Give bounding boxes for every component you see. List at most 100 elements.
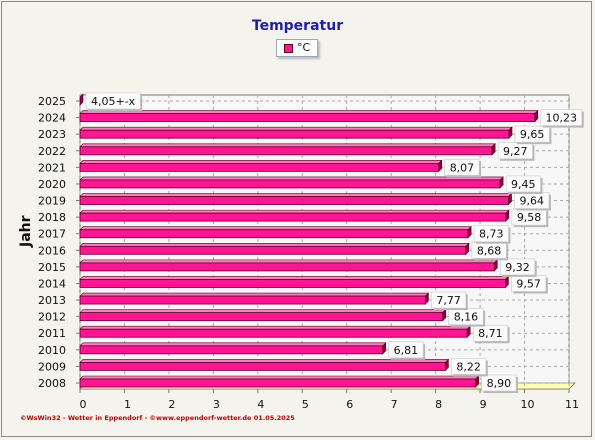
data-label: 8,16 <box>454 311 479 324</box>
bar-side <box>445 358 449 372</box>
data-label: 9,65 <box>520 128 545 141</box>
y-tick-label: 2022 <box>38 145 66 158</box>
data-label: 8,73 <box>479 228 504 241</box>
y-tick-label: 2013 <box>38 294 66 307</box>
data-label: 10,23 <box>546 112 578 125</box>
bar <box>79 196 509 205</box>
bar-side <box>465 242 470 256</box>
y-tick-label: 2025 <box>38 95 66 108</box>
bar-top <box>79 176 504 181</box>
bar-top <box>79 226 472 231</box>
data-label: 9,45 <box>511 178 536 191</box>
y-tick-label: 2009 <box>38 360 66 373</box>
bar <box>79 129 510 139</box>
y-tick-label: 2011 <box>38 327 66 340</box>
data-label: 6,81 <box>394 344 419 357</box>
data-label: 8,71 <box>478 327 503 340</box>
bar <box>79 245 467 255</box>
x-tick-label: 5 <box>302 398 309 411</box>
data-label: 4,05+-x <box>91 95 136 108</box>
bar <box>79 212 507 222</box>
bar-top <box>79 342 387 347</box>
chart-title: Temperatur <box>251 18 344 34</box>
bar-side <box>382 342 387 355</box>
bar-side <box>534 109 539 123</box>
y-tick-label: 2017 <box>38 228 66 241</box>
bar-top <box>79 209 510 214</box>
bar-top <box>79 259 499 264</box>
bar <box>79 328 468 338</box>
bar-top <box>79 160 443 164</box>
x-tick-label: 0 <box>80 398 87 411</box>
bar-top <box>79 292 430 297</box>
bar <box>79 279 506 288</box>
footer-credit: ©WsWin32 - Wetter in Eppendorf - ©www.ep… <box>20 414 295 422</box>
bar-side <box>491 143 496 156</box>
data-label-box <box>473 225 509 243</box>
y-tick-label: 2019 <box>38 195 66 208</box>
y-tick-label: 2014 <box>38 277 66 290</box>
data-label: 9,57 <box>516 277 541 290</box>
data-label: 9,58 <box>517 211 542 224</box>
legend: °C <box>276 39 318 57</box>
bar-side <box>442 308 447 322</box>
x-tick-label: 8 <box>435 398 442 411</box>
x-tick-label: 4 <box>257 398 264 411</box>
y-tick-label: 2024 <box>38 112 66 125</box>
data-label: 7,77 <box>436 294 461 307</box>
bar-side <box>475 375 479 388</box>
x-tick-label: 10 <box>521 398 535 411</box>
data-label: 9,27 <box>503 145 528 158</box>
bar-top <box>79 309 447 313</box>
bar <box>79 312 444 322</box>
y-tick-label: 2012 <box>38 311 66 324</box>
x-tick-label: 11 <box>565 398 579 411</box>
x-tick-label: 1 <box>124 398 131 411</box>
data-label-box <box>388 341 424 359</box>
data-label-box <box>444 159 480 176</box>
bar-side <box>438 159 443 173</box>
y-tick-label: 2008 <box>38 377 66 390</box>
data-label: 8,07 <box>450 161 475 174</box>
bar-side <box>466 325 471 338</box>
bar <box>79 345 384 355</box>
bar-side <box>508 126 513 139</box>
data-label: 8,68 <box>477 244 502 257</box>
y-tick-label: 2023 <box>38 128 66 141</box>
data-label-box <box>472 324 508 342</box>
bar <box>79 113 536 122</box>
bar <box>79 295 426 305</box>
bar <box>79 179 501 189</box>
bar-top <box>79 110 539 114</box>
data-label: 9,32 <box>505 261 530 274</box>
y-tick-label: 2010 <box>38 344 66 357</box>
bar-top <box>79 193 513 197</box>
bar-top <box>79 276 510 280</box>
bar-top <box>79 126 513 131</box>
data-label-box <box>481 374 517 392</box>
bar-top <box>79 143 496 148</box>
data-label-box <box>514 125 550 143</box>
data-label-box <box>497 142 533 160</box>
bar-side <box>467 225 472 239</box>
bar <box>79 378 477 388</box>
bar <box>79 229 469 239</box>
y-tick-label: 2020 <box>38 178 66 191</box>
bar-top <box>79 242 470 247</box>
bar-top <box>79 359 450 363</box>
bar-top <box>79 325 471 330</box>
bar <box>79 262 495 272</box>
data-label: 8,22 <box>456 360 481 373</box>
y-tick-label: 2021 <box>38 161 66 174</box>
bar-side <box>79 93 84 106</box>
data-label: 8,90 <box>487 377 512 390</box>
bar <box>79 362 446 371</box>
data-label-box <box>85 92 141 110</box>
legend-swatch <box>284 44 293 53</box>
bar-side <box>494 259 498 272</box>
y-tick-label: 2018 <box>38 211 66 224</box>
x-tick-label: 2 <box>168 398 175 411</box>
bar-side <box>505 275 509 289</box>
data-label-box <box>500 258 536 276</box>
data-label-box <box>505 175 541 193</box>
